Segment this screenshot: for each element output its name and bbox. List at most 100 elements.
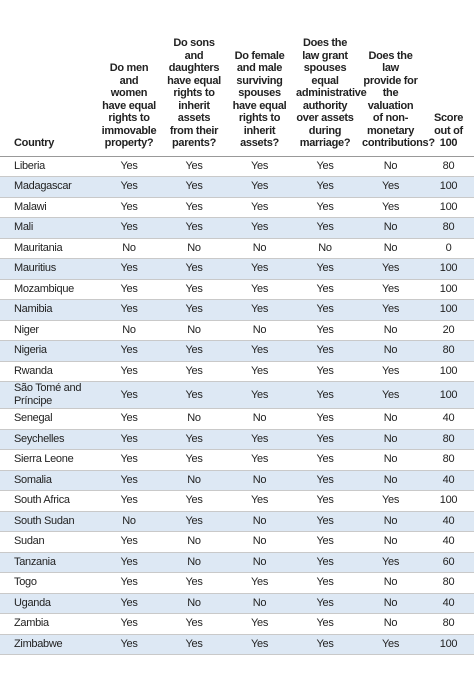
table-cell: 20 [423,320,474,341]
table-cell: Yes [161,279,227,300]
table-cell: Yes [161,381,227,409]
table-cell: Yes [227,217,292,239]
table-cell: No [358,613,423,635]
country-cell: Madagascar [0,176,97,198]
table-row: Madagascar Yes Yes Yes Yes Yes 100 [0,176,474,198]
column-header: Do men and women have equal rights to im… [97,0,161,157]
table-row: South Sudan No Yes No Yes No 40 [0,511,474,532]
table-cell: Yes [292,299,358,321]
column-header: Does the law grant spouses equal adminis… [292,0,367,157]
country-cell: Togo [0,572,97,594]
table-cell: Yes [227,279,292,300]
table-cell: Yes [292,490,358,512]
table-cell: No [227,470,292,491]
table-cell: Yes [227,361,292,382]
table-cell: Yes [161,490,227,512]
table-row: Togo Yes Yes Yes Yes No 80 [0,572,474,594]
table-row: Namibia Yes Yes Yes Yes Yes 100 [0,299,474,321]
data-table: Country Do men and women have equal right… [0,0,474,655]
country-cell: Mozambique [0,279,97,300]
table-cell: 100 [423,176,474,198]
table-row: Mauritius Yes Yes Yes Yes Yes 100 [0,258,474,280]
table-row: Nigeria Yes Yes Yes Yes No 80 [0,340,474,362]
table-cell: 100 [423,634,474,655]
table-cell: Yes [161,197,227,218]
table-cell: No [358,531,423,553]
table-cell: Yes [292,381,358,409]
table-header: Country Do men and women have equal right… [0,0,474,157]
table-cell: No [358,572,423,594]
table-row: Sierra Leone Yes Yes Yes Yes No 80 [0,449,474,471]
column-header: Do female and male surviving spouses hav… [227,0,292,157]
table-cell: Yes [97,634,161,655]
table-cell: 80 [423,156,474,177]
table-cell: 40 [423,408,474,430]
table-cell: Yes [292,156,358,177]
table-cell: Yes [292,217,358,239]
table-cell: Yes [97,593,161,614]
table-cell: Yes [97,408,161,430]
table-cell: Yes [97,552,161,573]
table-cell: Yes [292,552,358,573]
table-cell: No [227,593,292,614]
table-cell: 80 [423,572,474,594]
table-cell: Yes [358,381,423,409]
table-cell: No [358,340,423,362]
table-cell: Yes [161,176,227,198]
table-cell: Yes [161,613,227,635]
table-cell: Yes [161,156,227,177]
table-cell: Yes [292,531,358,553]
table-cell: Yes [97,258,161,280]
country-cell: Tanzania [0,552,97,573]
table-cell: 100 [423,381,474,409]
table-cell: Yes [97,572,161,594]
table-cell: Yes [292,197,358,218]
table-cell: Yes [97,449,161,471]
table-cell: Yes [97,361,161,382]
table-row: Mali Yes Yes Yes Yes No 80 [0,217,474,239]
table-cell: 40 [423,511,474,532]
table-cell: No [358,511,423,532]
table-cell: Yes [227,340,292,362]
country-cell: Mali [0,217,97,239]
table-cell: No [358,449,423,471]
table-cell: 80 [423,217,474,239]
table-cell: 100 [423,279,474,300]
table-cell: Yes [97,470,161,491]
column-header: Do sons and daughters have equal rights … [161,0,227,157]
table-cell: 100 [423,197,474,218]
table-cell: 60 [423,552,474,573]
table-cell: Yes [227,258,292,280]
country-cell: Seychelles [0,429,97,450]
country-cell: Niger [0,320,97,341]
table-row: Zimbabwe Yes Yes Yes Yes Yes 100 [0,634,474,655]
country-cell: Rwanda [0,361,97,382]
table-cell: No [292,238,358,259]
table-cell: No [227,511,292,532]
country-cell: Senegal [0,408,97,430]
table-cell: Yes [161,511,227,532]
table-cell: Yes [97,613,161,635]
table-cell: 80 [423,429,474,450]
table-cell: No [97,238,161,259]
table-cell: Yes [358,197,423,218]
table-cell: No [358,238,423,259]
table-cell: Yes [97,490,161,512]
table-cell: Yes [227,572,292,594]
country-cell: Namibia [0,299,97,321]
country-cell: Uganda [0,593,97,614]
table-cell: No [227,552,292,573]
table-cell: Yes [97,429,161,450]
table-row: Rwanda Yes Yes Yes Yes Yes 100 [0,361,474,382]
table-cell: Yes [292,361,358,382]
table-cell: No [358,217,423,239]
country-cell: Zambia [0,613,97,635]
table-cell: No [227,238,292,259]
table-cell: 100 [423,490,474,512]
table-cell: No [161,320,227,341]
table-cell: Yes [97,531,161,553]
table-cell: Yes [227,381,292,409]
table-cell: Yes [97,279,161,300]
country-cell: São Tomé and Príncipe [0,381,97,409]
column-header: Country [0,0,97,157]
